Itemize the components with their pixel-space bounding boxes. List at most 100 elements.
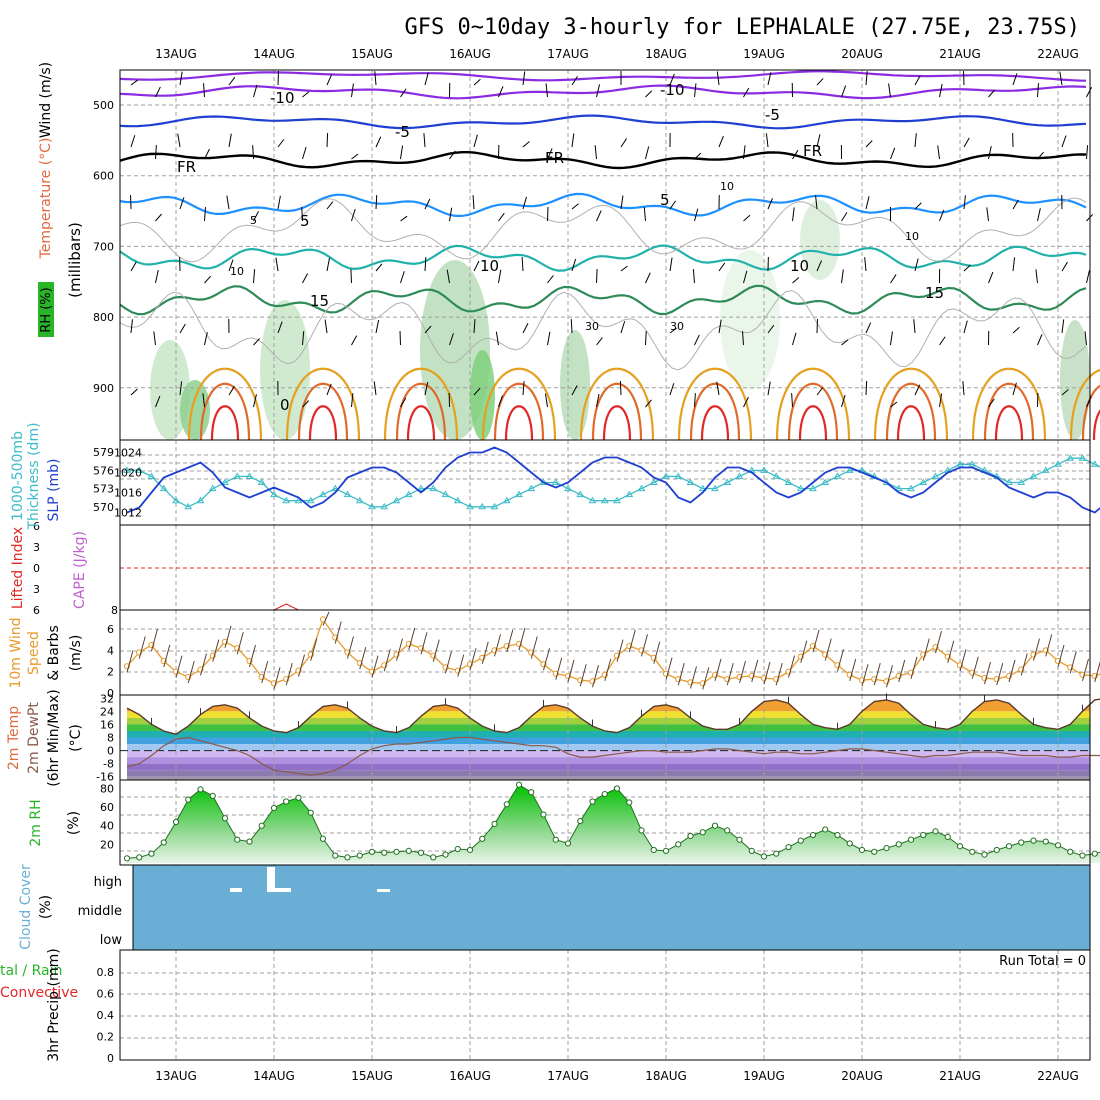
rh-line-marker [748, 847, 755, 854]
thickness-line-marker [576, 490, 585, 498]
surface-wind-barb [555, 657, 563, 680]
rh-line-marker [540, 811, 547, 818]
rh-area [127, 784, 1100, 863]
label-temp2m: 2m Temp [6, 706, 22, 770]
wind-barb [816, 78, 824, 86]
wind-barb [669, 73, 675, 86]
wind-barb [841, 85, 847, 98]
wind-barb [253, 211, 259, 222]
rh-line-marker [675, 841, 682, 848]
wind-barb [204, 332, 208, 346]
thickness-line-marker [735, 472, 744, 479]
temp-band [127, 770, 1090, 777]
wind-barb [596, 393, 600, 408]
thickness-line-marker [466, 502, 474, 510]
warm-isotherm-loop [677, 367, 753, 441]
contour-label: 5 [660, 191, 670, 209]
warm-isotherm-loop [873, 367, 949, 441]
thickness-line-marker [1017, 478, 1026, 485]
thickness-line-marker [343, 490, 352, 498]
day-label-bottom: 13AUG [155, 1069, 197, 1083]
cloud-gap [230, 888, 242, 892]
warm-isotherm-loop [591, 382, 643, 441]
wind-barb [1086, 145, 1089, 160]
thickness-line-marker [147, 472, 156, 479]
surface-wind-barb [665, 657, 673, 680]
day-label-top: 14AUG [253, 47, 295, 61]
wind-barb [865, 71, 868, 86]
isotherm-10 [119, 244, 1087, 272]
rh-patch [1060, 320, 1090, 440]
warm-isotherm-loop [798, 405, 828, 441]
surface-wind-barb [788, 655, 795, 678]
temp-tick: 32 [100, 692, 114, 705]
rh-line-marker [1042, 838, 1049, 845]
wind-barb [302, 146, 307, 160]
wind-barb [277, 321, 283, 334]
li-tick: 3 [33, 583, 40, 596]
wind-barb [275, 257, 279, 272]
surface-wind-barb [898, 659, 906, 683]
wind-barb [914, 75, 921, 86]
wind-barb [521, 257, 524, 272]
thickness-line-marker [833, 472, 842, 479]
surface-wind-barb [726, 663, 734, 686]
temp-tick: 0 [107, 745, 114, 758]
wind-barb [988, 89, 995, 98]
cloud-gap [275, 888, 291, 892]
contour-label: 10 [480, 257, 499, 275]
wind-barb [326, 383, 332, 396]
surface-wind-barb [530, 636, 538, 659]
wind-barb [155, 395, 161, 408]
surface-wind-barb [1082, 658, 1089, 681]
warm-isotherm-loop [504, 405, 534, 441]
rh-line-marker [699, 829, 706, 836]
axis-labels: 13AUG 13AUG 14AUG 14AUG 15AUG 15AUG 16AUG 16AUG… [0, 47, 1086, 1083]
wind-barb [498, 395, 503, 408]
day-label-bottom: 14AUG [253, 1069, 295, 1083]
rh-line-marker [123, 855, 131, 862]
thickness-line-marker [306, 496, 315, 504]
wind-barb [373, 381, 377, 396]
rh-line-marker [920, 831, 927, 839]
rh-line-marker [638, 827, 645, 834]
wind-barb [424, 257, 427, 272]
rh-line-marker [185, 796, 192, 803]
warm-isotherm-loop [689, 382, 741, 441]
surface-wind-barb [641, 634, 648, 657]
wind-barb [522, 71, 526, 86]
wind-barb [988, 146, 992, 160]
thickness-line-marker [968, 460, 977, 467]
surface-wind-barb [800, 640, 808, 663]
contour-label: FR [803, 142, 822, 160]
thickness-line-marker [784, 478, 793, 485]
rh-label-swatch [38, 282, 54, 337]
rh-line-marker [711, 822, 719, 829]
surface-wind-barb [702, 667, 710, 690]
thickness-line-marker [502, 496, 511, 504]
thickness-line-marker [1066, 454, 1075, 461]
wind-barb [153, 331, 156, 346]
thickness-line-marker [368, 502, 376, 510]
wind-barb [937, 145, 940, 160]
wind-barb [326, 74, 333, 86]
temp-band [127, 763, 1090, 771]
contour-label: 10 [230, 265, 244, 278]
label-wind10: 10m Wind [8, 617, 24, 688]
rh-patch [150, 340, 190, 440]
wind-barb [716, 381, 720, 396]
wind-barb [302, 331, 305, 346]
warm-isotherm-loop [493, 382, 545, 441]
wind-barb [596, 269, 598, 284]
contour-label: 10 [790, 257, 809, 275]
thickness-line-marker [172, 496, 180, 504]
warm-isotherm-loop [1092, 409, 1100, 441]
rh-line-marker [822, 826, 829, 833]
freezing-level [119, 151, 1087, 170]
wind-barb [792, 149, 799, 160]
surface-wind-barb [616, 639, 624, 662]
warm-isotherm-loop [787, 382, 839, 441]
day-label-bottom: 22AUG [1037, 1069, 1079, 1083]
thickness-line-marker [1054, 460, 1062, 467]
label-slp: SLP (mb) [46, 458, 62, 521]
